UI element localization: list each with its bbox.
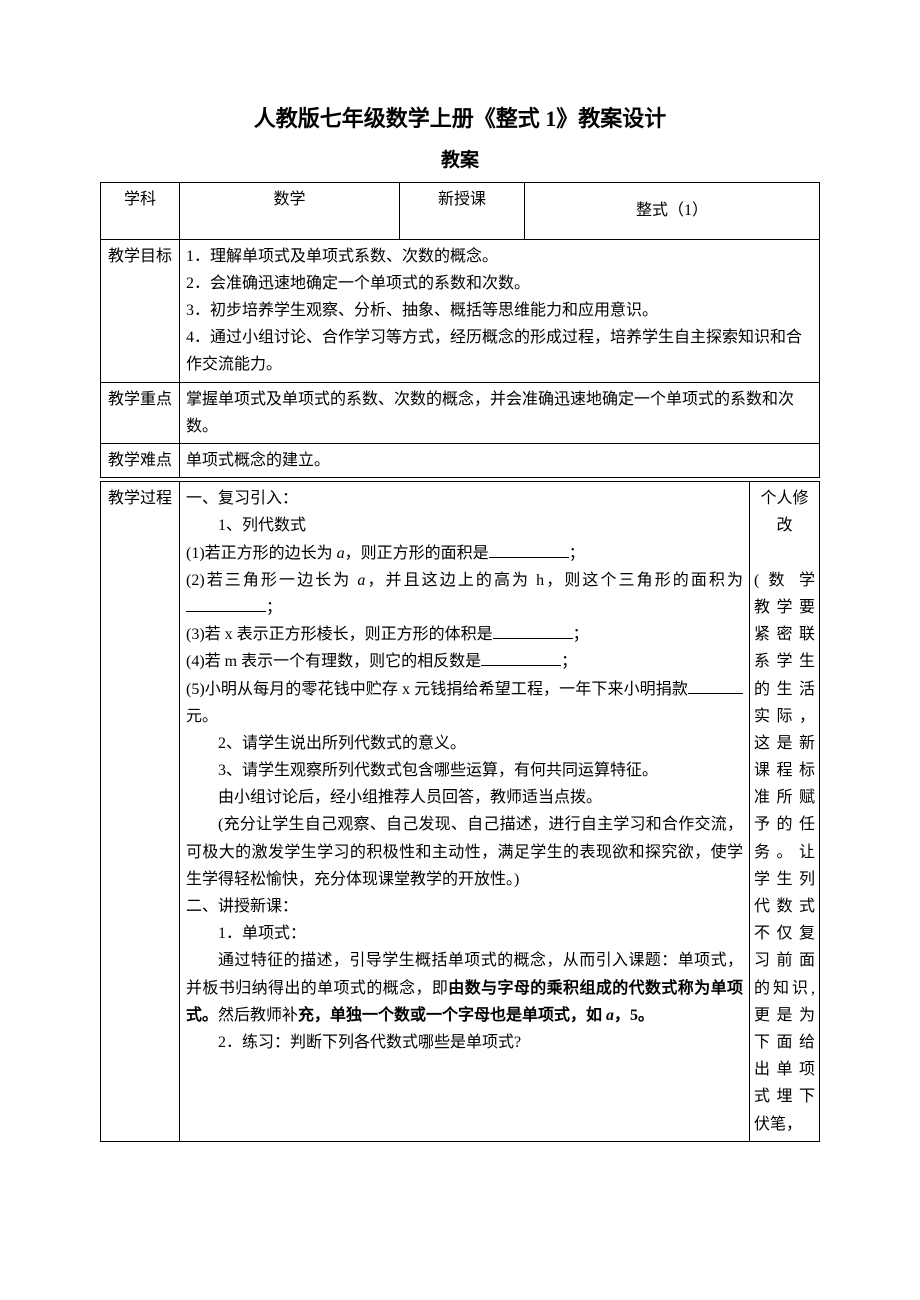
objective-3: 3．初步培养学生观察、分析、抽象、概括等思维能力和应用意识。 bbox=[186, 297, 813, 324]
lesson-plan-table: 学科 数学 新授课 整式（1） 教学目标 1．理解单项式及单项式系数、次数的概念… bbox=[100, 182, 820, 1142]
main-info-table: 学科 数学 新授课 整式（1） 教学目标 1．理解单项式及单项式系数、次数的概念… bbox=[100, 182, 820, 479]
keypoint-content: 掌握单项式及单项式的系数、次数的概念，并会准确迅速地确定一个单项式的系数和次数。 bbox=[180, 383, 820, 444]
def-var: a bbox=[606, 1007, 614, 1024]
document-title: 人教版七年级数学上册《整式 1》教案设计 bbox=[100, 100, 820, 137]
difficulty-content: 单项式概念的建立。 bbox=[180, 444, 820, 478]
q2-blank bbox=[186, 611, 266, 612]
q3-pre: (3)若 x 表示正方形棱长，则正方形的体积是 bbox=[186, 626, 493, 643]
question-4: (4)若 m 表示一个有理数，则它的相反数是 ； bbox=[186, 648, 743, 675]
objective-2: 2．会准确迅速地确定一个单项式的系数和次数。 bbox=[186, 270, 813, 297]
process-label: 教学过程 bbox=[100, 481, 180, 1142]
q3-end: ； bbox=[573, 626, 589, 643]
discuss-1: 由小组讨论后，经小组推荐人员回答，教师适当点拨。 bbox=[186, 784, 743, 811]
annotation-column: 个人修改 ( 数 学教学要紧密联系学生的生活实际，这是新课程标准所赋予的任务。让… bbox=[750, 481, 820, 1142]
annotation-title: 个人修改 bbox=[754, 485, 815, 539]
annotation-spacer bbox=[754, 540, 815, 567]
monomial-definition: 通过特征的描述，引导学生概括单项式的概念，从而引入课题：单项式，并板书归纳得出的… bbox=[186, 947, 743, 1029]
monomial-sub: 1．单项式： bbox=[186, 920, 743, 947]
review-intro-heading: 一、复习引入： bbox=[186, 485, 743, 512]
objective-4: 4．通过小组讨论、合作学习等方式，经历概念的形成过程，培养学生自主探索知识和合作… bbox=[186, 324, 813, 378]
q5-pre: (5)小明从每月的零花钱中贮存 x 元钱捐给希望工程，一年下来小明捐款 bbox=[186, 681, 688, 698]
keypoint-label: 教学重点 bbox=[100, 383, 180, 444]
subject-label: 学科 bbox=[100, 182, 180, 240]
def-bold-2b: ，5。 bbox=[614, 1007, 654, 1024]
difficulty-label: 教学难点 bbox=[100, 444, 180, 478]
document-subtitle: 教案 bbox=[100, 145, 820, 177]
q5-end: 元。 bbox=[186, 708, 218, 725]
q4-blank bbox=[481, 665, 561, 666]
review-sub2: 2、请学生说出所列代数式的意义。 bbox=[186, 730, 743, 757]
q1-var: a bbox=[337, 545, 345, 562]
lesson-title-cell: 整式（1） bbox=[525, 182, 820, 240]
lesson-title: 整式（1） bbox=[531, 186, 813, 236]
annotation-text: ( 数 学教学要紧密联系学生的生活实际，这是新课程标准所赋予的任务。让学生列代数… bbox=[754, 567, 815, 1138]
objectives-row: 教学目标 1．理解单项式及单项式系数、次数的概念。 2．会准确迅速地确定一个单项… bbox=[100, 240, 820, 383]
q1-post: ，则正方形的面积是 bbox=[345, 545, 489, 562]
q1-blank bbox=[489, 557, 569, 558]
q1-pre: (1)若正方形的边长为 bbox=[186, 545, 337, 562]
question-2: (2)若三角形一边长为 a，并且这边上的高为 h，则这个三角形的面积为； bbox=[186, 567, 743, 621]
objective-1: 1．理解单项式及单项式系数、次数的概念。 bbox=[186, 243, 813, 270]
q2-end: ； bbox=[266, 599, 282, 616]
subject-value: 数学 bbox=[180, 182, 400, 240]
def-bold-2a: 充，单独一个数或一个字母也是单项式，如 bbox=[298, 1007, 606, 1024]
q4-pre: (4)若 m 表示一个有理数，则它的相反数是 bbox=[186, 653, 481, 670]
question-3: (3)若 x 表示正方形棱长，则正方形的体积是 ； bbox=[186, 621, 743, 648]
review-sub1: 1、列代数式 bbox=[186, 512, 743, 539]
def-part-b: 然后教师补 bbox=[218, 1007, 298, 1024]
question-1: (1)若正方形的边长为 a，则正方形的面积是 ； bbox=[186, 540, 743, 567]
q3-blank bbox=[493, 638, 573, 639]
q1-end: ； bbox=[569, 545, 585, 562]
keypoint-row: 教学重点 掌握单项式及单项式的系数、次数的概念，并会准确迅速地确定一个单项式的系… bbox=[100, 383, 820, 444]
lesson-type: 新授课 bbox=[400, 182, 525, 240]
difficulty-row: 教学难点 单项式概念的建立。 bbox=[100, 444, 820, 478]
process-row: 教学过程 一、复习引入： 1、列代数式 (1)若正方形的边长为 a，则正方形的面… bbox=[100, 481, 820, 1142]
new-lesson-heading: 二、讲授新课： bbox=[186, 893, 743, 920]
q5-blank bbox=[688, 693, 743, 694]
q4-end: ； bbox=[561, 653, 577, 670]
q2-mid: ，并且这边上的高为 h，则这个三角形的面积为 bbox=[365, 572, 743, 589]
objectives-content: 1．理解单项式及单项式系数、次数的概念。 2．会准确迅速地确定一个单项式的系数和… bbox=[180, 240, 820, 383]
question-5: (5)小明从每月的零花钱中贮存 x 元钱捐给希望工程，一年下来小明捐款元。 bbox=[186, 676, 743, 730]
discuss-2: (充分让学生自己观察、自己发现、自己描述，进行自主学习和合作交流，可极大的激发学… bbox=[186, 811, 743, 893]
practice-sub: 2．练习：判断下列各代数式哪些是单项式? bbox=[186, 1029, 743, 1056]
header-row: 学科 数学 新授课 整式（1） bbox=[100, 182, 820, 240]
review-sub3: 3、请学生观察所列代数式包含哪些运算，有何共同运算特征。 bbox=[186, 757, 743, 784]
objectives-label: 教学目标 bbox=[100, 240, 180, 383]
process-content: 一、复习引入： 1、列代数式 (1)若正方形的边长为 a，则正方形的面积是； (… bbox=[180, 481, 750, 1142]
q2-pre: (2)若三角形一边长为 bbox=[186, 572, 357, 589]
